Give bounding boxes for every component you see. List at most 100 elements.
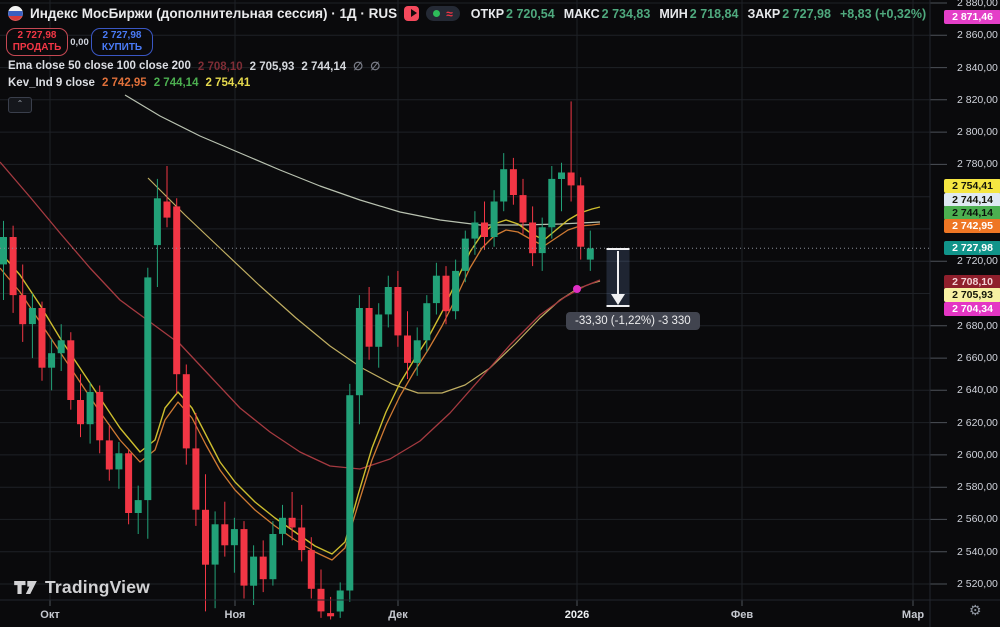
candle-body	[567, 172, 575, 186]
candle-body	[77, 400, 84, 425]
candle-body	[144, 277, 152, 501]
price-label-ema-200[interactable]: 2 744,14	[944, 193, 1000, 207]
price-tick-label: 2 820,00	[957, 93, 998, 106]
price-label-marker-level[interactable]: 2 704,34	[944, 302, 1000, 316]
price-tick-label: 2 520,00	[957, 578, 998, 590]
candle-body	[558, 172, 565, 179]
low-label: МИН	[659, 6, 688, 21]
candle-body	[240, 529, 248, 586]
candle-body	[125, 453, 133, 513]
time-tick-label: 2026	[564, 609, 590, 621]
time-tick-label: Ноя	[224, 609, 246, 621]
candle-body	[192, 448, 200, 510]
sell-button[interactable]: 2 727,98 ПРОДАТЬ	[6, 28, 68, 56]
price-tick-label: 2 680,00	[957, 319, 998, 332]
gear-icon[interactable]: ⚙	[969, 602, 982, 618]
ema-indicator-values: 2 708,10 2 705,93 2 744,14 ∅ ∅	[198, 59, 387, 73]
buy-label: КУПИТЬ	[101, 42, 143, 53]
time-axis[interactable]: ⚙ Окт Ноя Дек 2026 Фев Мар	[0, 600, 1000, 627]
indicator-value: 2 705,93	[249, 61, 295, 73]
candle-body	[298, 527, 306, 551]
candle-body	[461, 238, 469, 271]
candle-body	[173, 206, 181, 375]
buy-button[interactable]: 2 727,98 КУПИТЬ	[91, 28, 153, 56]
legend-kev-row[interactable]: Kev_Ind 9 close 2 742,95 2 744,14 2 754,41	[8, 77, 257, 89]
candle-body	[19, 295, 27, 325]
candle-body	[288, 517, 296, 528]
price-label-alert-level[interactable]: 2 871,46	[944, 10, 1000, 24]
candle-body	[519, 195, 527, 223]
candle-body	[423, 303, 431, 341]
close-value: 2 727,98	[782, 6, 831, 21]
indicator-value: 2 742,95	[101, 77, 147, 89]
price-tick-label: 2 840,00	[957, 61, 998, 74]
price-range-tool[interactable]	[606, 248, 630, 307]
candle-body	[577, 185, 585, 247]
candle-body	[442, 275, 450, 312]
approx-data-icon: ≈	[446, 6, 453, 21]
candle-body	[481, 222, 488, 237]
price-label-ema-100[interactable]: 2 705,93	[944, 288, 1000, 302]
candle-body	[182, 374, 190, 449]
high-value: 2 734,83	[601, 6, 651, 21]
price-label-current-price[interactable]: 2 727,98	[944, 241, 1000, 255]
candle-body	[384, 287, 392, 315]
candle-body	[404, 335, 411, 363]
price-tick-label: 2 800,00	[957, 126, 998, 139]
candle-body	[336, 590, 344, 612]
marker-dot[interactable]	[573, 285, 581, 293]
spread-value: 0,00	[70, 36, 89, 48]
price-axis[interactable]: 2 880,00 2 860,00 2 840,00 2 820,00 2 800,00…	[930, 0, 1000, 600]
candle-body	[307, 550, 315, 589]
candle-body	[327, 613, 335, 617]
candle-body	[28, 308, 36, 325]
candle-body	[548, 178, 556, 228]
price-tick-label: 2 660,00	[957, 352, 998, 365]
close-label: ЗАКР	[747, 6, 781, 21]
candle-body	[202, 509, 209, 565]
symbol-header: Индекс МосБиржи (дополнительная сессия) …	[8, 6, 926, 21]
open-label: ОТКР	[470, 6, 505, 21]
tradingview-watermark[interactable]: TradingView	[13, 577, 150, 598]
price-label-kev-fast[interactable]: 2 754,41	[944, 179, 1000, 193]
kev-indicator-name: Kev_Ind 9 close	[8, 77, 95, 89]
price-tick-label: 2 620,00	[957, 416, 998, 429]
candle-body	[96, 391, 104, 441]
open-value: 2 720,54	[506, 6, 555, 21]
indicator-value: ∅	[370, 61, 381, 73]
price-tick-label: 2 640,00	[957, 384, 998, 397]
candle-body	[48, 353, 56, 368]
collapse-indicators-button[interactable]: ⌃	[8, 97, 32, 113]
candle-body	[211, 524, 219, 565]
price-tick-label: 2 860,00	[957, 29, 998, 42]
symbol-title[interactable]: Индекс МосБиржи (дополнительная сессия) …	[30, 6, 398, 21]
candle-body	[490, 201, 498, 237]
price-label-kev-slow[interactable]: 2 742,95	[944, 219, 1000, 233]
market-status-pill[interactable]: ≈	[426, 6, 460, 21]
indicator-line-ema-200[interactable]	[124, 94, 601, 226]
price-label-kev-mid[interactable]: 2 744,14	[944, 206, 1000, 220]
ohlc-values: ОТКР 2 720,54 МАКС 2 734,83 МИН 2 718,84 ЗА…	[471, 7, 926, 21]
time-tick-label: Окт	[40, 609, 60, 621]
price-label-ema-50[interactable]: 2 708,10	[944, 275, 1000, 289]
legend-ema-row[interactable]: Ema close 50 close 100 close 200 2 708,1…	[8, 59, 387, 73]
indicator-value: ∅	[353, 61, 364, 73]
candle-body	[586, 248, 594, 260]
candle-body	[221, 524, 229, 546]
candle-body	[163, 201, 171, 218]
candle-body	[413, 340, 421, 363]
indicator-line-kev-fast[interactable]	[0, 206, 601, 555]
indicator-line-ema-50[interactable]	[0, 161, 601, 470]
price-tick-label: 2 560,00	[957, 513, 998, 526]
candle-body	[365, 308, 373, 347]
indicator-line-kev-slow[interactable]	[0, 223, 601, 561]
time-tick-label: Фев	[730, 609, 754, 621]
candle-body	[9, 237, 17, 296]
indicator-value: 2 754,41	[205, 77, 251, 89]
candle-body	[105, 440, 113, 470]
candle-body	[134, 500, 142, 513]
chevron-up-icon: ⌃	[16, 99, 24, 108]
candle-body	[355, 308, 363, 396]
